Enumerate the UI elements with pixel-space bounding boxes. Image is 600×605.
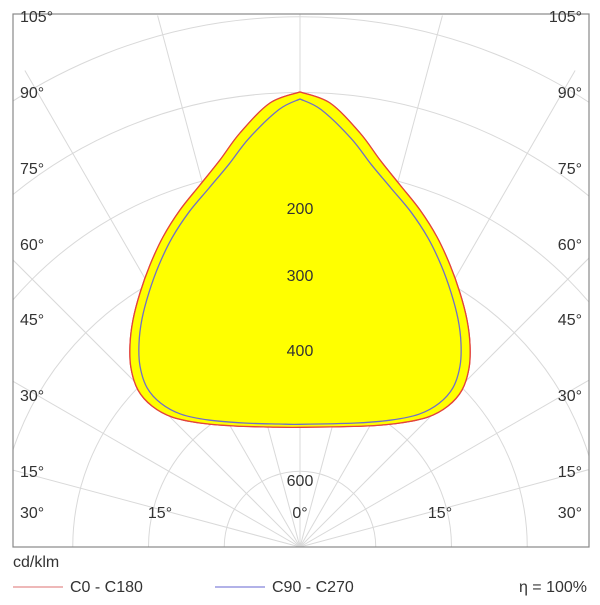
svg-text:30°: 30° bbox=[20, 505, 44, 522]
svg-text:0°: 0° bbox=[292, 505, 307, 522]
svg-text:60°: 60° bbox=[558, 237, 582, 254]
svg-text:15°: 15° bbox=[20, 464, 44, 481]
svg-text:15°: 15° bbox=[558, 464, 582, 481]
svg-text:105°: 105° bbox=[20, 9, 53, 26]
svg-text:600: 600 bbox=[287, 473, 314, 490]
svg-text:90°: 90° bbox=[558, 85, 582, 102]
svg-text:400: 400 bbox=[287, 343, 314, 360]
svg-text:η = 100%: η = 100% bbox=[519, 579, 587, 596]
svg-text:C90 - C270: C90 - C270 bbox=[272, 579, 354, 596]
svg-text:30°: 30° bbox=[558, 388, 582, 405]
svg-text:90°: 90° bbox=[20, 85, 44, 102]
svg-text:105°: 105° bbox=[549, 9, 582, 26]
svg-text:200: 200 bbox=[287, 201, 314, 218]
svg-text:15°: 15° bbox=[428, 505, 452, 522]
svg-text:75°: 75° bbox=[558, 161, 582, 178]
svg-text:cd/klm: cd/klm bbox=[13, 554, 59, 571]
svg-text:45°: 45° bbox=[558, 312, 582, 329]
svg-text:15°: 15° bbox=[148, 505, 172, 522]
svg-text:60°: 60° bbox=[20, 237, 44, 254]
svg-text:45°: 45° bbox=[20, 312, 44, 329]
svg-text:75°: 75° bbox=[20, 161, 44, 178]
svg-text:300: 300 bbox=[287, 268, 314, 285]
svg-text:C0 - C180: C0 - C180 bbox=[70, 579, 143, 596]
svg-text:30°: 30° bbox=[558, 505, 582, 522]
svg-text:30°: 30° bbox=[20, 388, 44, 405]
